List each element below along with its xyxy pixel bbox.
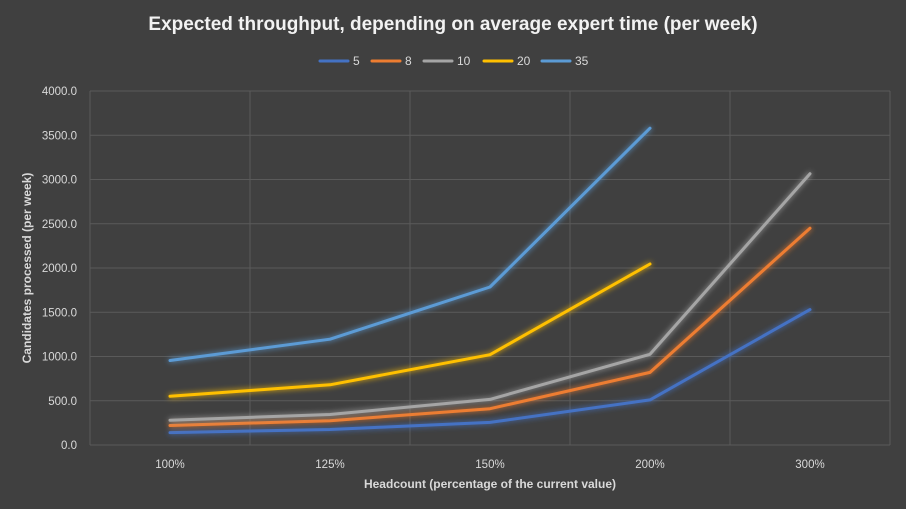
y-tick-label: 1000.0: [42, 352, 77, 364]
series-line-5: [168, 308, 812, 435]
x-axis-title: Headcount (percentage of the current val…: [364, 477, 616, 491]
x-tick-label: 200%: [635, 459, 664, 471]
x-tick-label: 150%: [475, 459, 504, 471]
x-tick-label: 125%: [315, 459, 344, 471]
legend-label-8: 8: [405, 54, 412, 68]
series-line-8: [168, 226, 812, 427]
series-line-20: [168, 262, 652, 398]
grid: [89, 90, 891, 446]
series-line-10: [168, 172, 812, 422]
legend-label-5: 5: [353, 54, 360, 68]
y-tick-label: 1500.0: [42, 307, 77, 319]
y-tick-label: 4000.0: [42, 86, 77, 98]
x-tick-label: 300%: [795, 459, 824, 471]
y-tick-label: 3000.0: [42, 175, 77, 187]
series-line-35: [168, 126, 652, 362]
y-axis-ticks: 0.0 500.0 1000.0 1500.0 2000.0 2500.0 3000.0 35…: [42, 86, 77, 452]
y-tick-label: 3500.0: [42, 130, 77, 142]
y-tick-label: 0.0: [61, 440, 77, 452]
series-lines: [168, 126, 812, 435]
y-tick-label: 500.0: [48, 396, 77, 408]
x-tick-label: 100%: [155, 459, 184, 471]
x-axis-ticks: 100% 125% 150% 200% 300%: [155, 459, 824, 471]
y-tick-label: 2500.0: [42, 219, 77, 231]
legend-label-20: 20: [517, 54, 531, 68]
y-axis-title: Candidates processed (per week): [20, 173, 34, 364]
legend-label-10: 10: [457, 54, 471, 68]
chart-title: Expected throughput, depending on averag…: [148, 14, 757, 35]
legend: 5 8 10 20 35: [318, 54, 589, 68]
y-tick-label: 2000.0: [42, 263, 77, 275]
legend-label-35: 35: [575, 54, 589, 68]
